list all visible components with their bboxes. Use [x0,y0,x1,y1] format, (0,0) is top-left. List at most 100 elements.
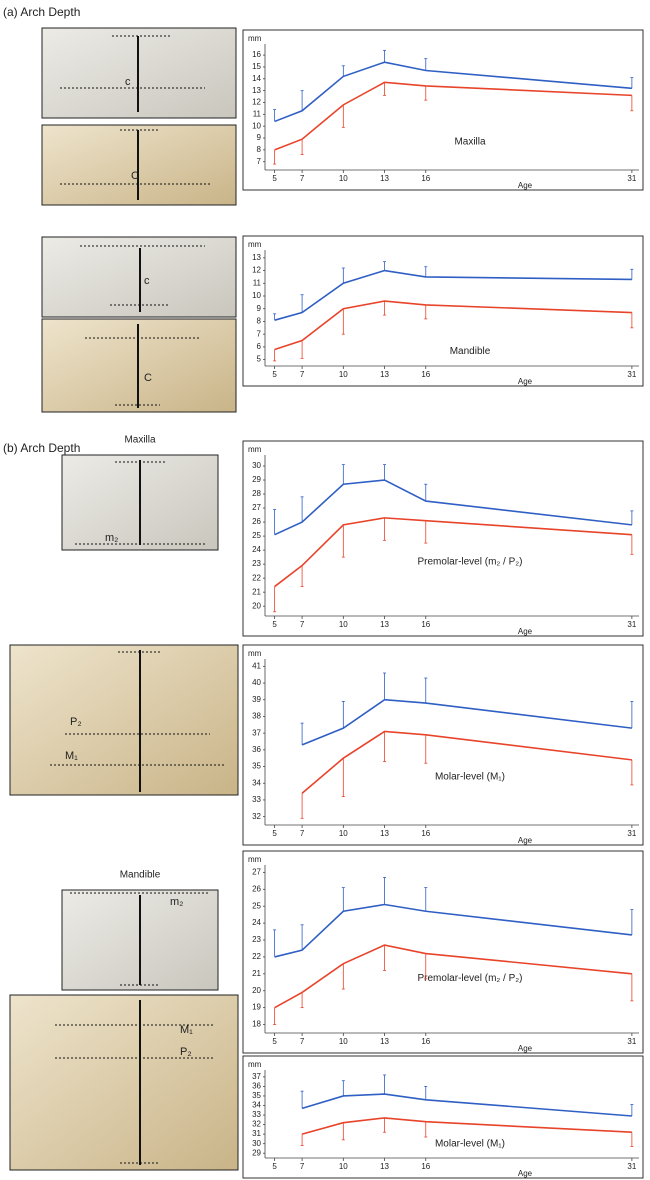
y-tick-label: 18 [252,1020,261,1029]
chart-frame [243,1056,643,1178]
x-tick-label: 16 [421,1037,430,1046]
photo [10,995,238,1170]
annotation: Maxilla [454,137,486,148]
y-tick-label: 24 [252,545,261,554]
y-tick-label: 10 [252,121,261,130]
y-tick-label: 35 [252,762,261,771]
y-tick-label: 30 [252,461,261,470]
photo-label: P₂ [180,1046,192,1058]
y-tick-label: 14 [252,74,261,83]
panel-label: (b) Arch Depth [3,441,80,455]
y-tick-label: 34 [252,778,261,787]
y-tick-label: 11 [253,278,262,287]
x-tick-label: 5 [272,620,277,629]
y-axis-label: mm [248,855,262,864]
y-tick-label: 36 [252,1082,261,1091]
y-tick-label: 9 [257,133,262,142]
x-tick-label: 16 [421,829,430,838]
x-tick-label: 10 [339,1037,348,1046]
x-tick-label: 5 [272,1037,277,1046]
y-tick-label: 21 [252,969,261,978]
y-tick-label: 31 [252,1129,261,1138]
y-tick-label: 13 [252,86,261,95]
x-tick-label: 5 [272,174,277,183]
y-tick-label: 27 [252,867,261,876]
y-tick-label: 26 [252,517,261,526]
y-tick-label: 24 [252,918,261,927]
photo-label: c [144,275,150,287]
y-tick-label: 37 [252,728,261,737]
x-tick-label: 16 [421,370,430,379]
y-tick-label: 40 [252,678,261,687]
y-tick-label: 12 [252,266,261,275]
x-axis-label: Age [518,627,533,636]
y-tick-label: 37 [252,1072,261,1081]
x-tick-label: 10 [339,620,348,629]
x-axis-label: Age [518,836,533,845]
x-tick-label: 5 [272,829,277,838]
x-tick-label: 16 [421,620,430,629]
x-tick-label: 5 [272,1162,277,1171]
group-label: Mandible [120,870,161,881]
y-tick-label: 22 [252,952,261,961]
figure: (a) Arch Depth (b) Arch Depth Maxilla Ma… [0,0,650,1180]
y-tick-label: 33 [252,1110,261,1119]
x-tick-label: 10 [339,1162,348,1171]
annotation: Premolar-level (m₂ / P₂) [418,973,523,984]
x-tick-label: 5 [272,370,277,379]
y-tick-label: 19 [252,1003,261,1012]
x-tick-label: 13 [380,370,389,379]
x-axis-label: Age [518,1169,533,1178]
y-tick-label: 28 [252,489,261,498]
annotation: Molar-level (M₁) [435,772,505,783]
y-tick-label: 36 [252,745,261,754]
y-tick-label: 29 [252,1148,261,1157]
x-tick-label: 7 [300,829,305,838]
y-tick-label: 30 [252,1139,261,1148]
y-tick-label: 10 [252,291,261,300]
y-axis-label: mm [248,240,262,249]
x-tick-label: 7 [300,1162,305,1171]
y-tick-label: 27 [252,503,261,512]
y-tick-label: 15 [252,62,261,71]
y-tick-label: 41 [252,661,261,670]
x-tick-label: 13 [380,620,389,629]
y-tick-label: 22 [252,573,261,582]
y-axis-label: mm [248,1060,262,1069]
x-tick-label: 10 [339,370,348,379]
y-tick-label: 32 [252,1120,261,1129]
y-tick-label: 21 [252,587,261,596]
x-tick-label: 31 [627,1162,636,1171]
x-tick-label: 13 [380,174,389,183]
y-tick-label: 38 [252,712,261,721]
panel-label: (a) Arch Depth [3,5,80,19]
y-axis-label: mm [248,34,262,43]
x-tick-label: 31 [627,174,636,183]
photo-label: C [144,372,152,384]
y-tick-label: 25 [252,901,261,910]
y-tick-label: 9 [257,304,262,313]
y-tick-label: 32 [252,812,261,821]
photo-label: M₁ [65,750,78,762]
x-tick-label: 13 [380,829,389,838]
chart-frame [243,851,643,1053]
group-label: Maxilla [124,435,156,446]
y-tick-label: 25 [252,531,261,540]
x-tick-label: 16 [421,174,430,183]
annotation: Molar-level (M₁) [435,1138,505,1149]
photo-label: m₂ [170,896,183,908]
photo-label: c [125,76,131,88]
y-tick-label: 11 [253,109,262,118]
x-tick-label: 13 [380,1037,389,1046]
y-tick-label: 35 [252,1091,261,1100]
x-tick-label: 7 [300,370,305,379]
x-tick-label: 13 [380,1162,389,1171]
x-tick-label: 16 [421,1162,430,1171]
x-axis-label: Age [518,1044,533,1053]
x-tick-label: 7 [300,174,305,183]
y-tick-label: 6 [257,342,262,351]
y-axis-label: mm [248,649,262,658]
y-tick-label: 33 [252,795,261,804]
y-tick-label: 20 [252,986,261,995]
annotation: Premolar-level (m₂ / P₂) [418,557,523,568]
